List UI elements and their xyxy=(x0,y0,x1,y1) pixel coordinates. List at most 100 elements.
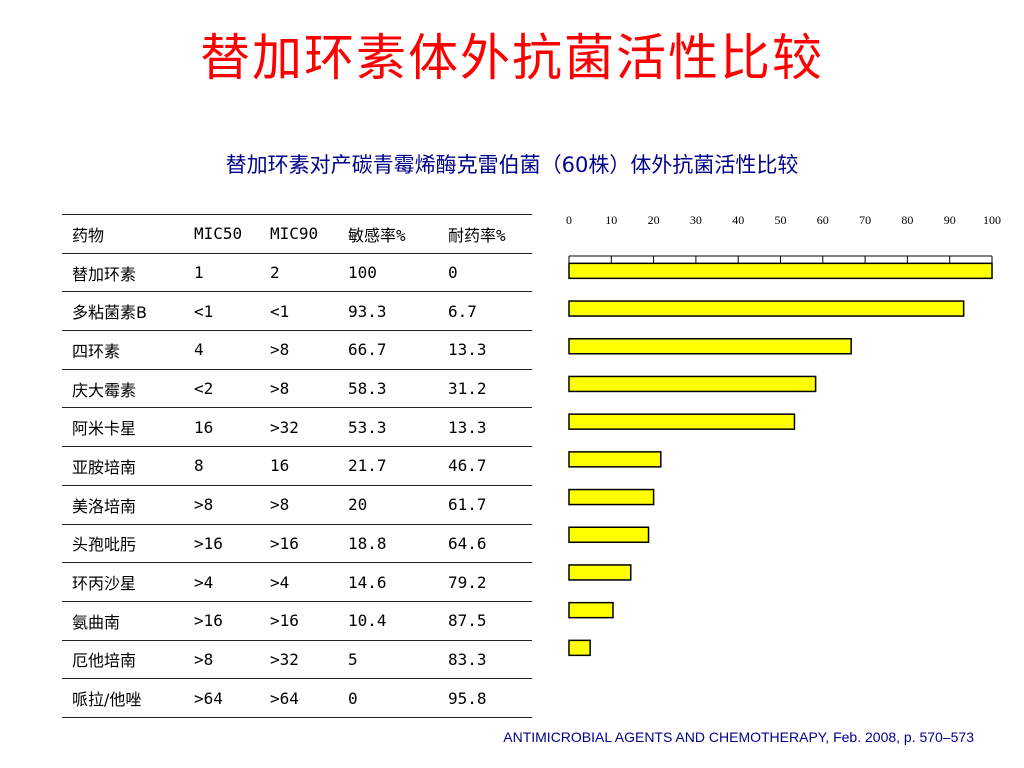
cell-resistant-rate: 31.2 xyxy=(438,369,532,409)
cell-drug: 四环素 xyxy=(62,330,184,370)
cell-mic90: >32 xyxy=(260,407,338,448)
bar-0 xyxy=(568,262,993,280)
cell-susceptible-rate: 58.3 xyxy=(338,369,438,409)
cell-mic50: 8 xyxy=(184,446,260,486)
cell-resistant-rate: 95.8 xyxy=(438,678,532,718)
cell-susceptible-rate: 5 xyxy=(338,640,438,680)
bar-4 xyxy=(568,413,796,430)
cell-mic50: <2 xyxy=(184,369,260,409)
header-mic90: MIC90 xyxy=(260,214,338,254)
cell-resistant-rate: 79.2 xyxy=(438,562,532,602)
bar-2 xyxy=(568,338,852,355)
table-row: 亚胺培南 8 16 21.7 46.7 xyxy=(62,446,532,486)
cell-mic90: 2 xyxy=(260,253,338,293)
bar-1 xyxy=(568,300,965,317)
x-tick-label: 30 xyxy=(690,213,702,227)
cell-mic90: 16 xyxy=(260,446,338,486)
cell-susceptible-rate: 100 xyxy=(338,253,438,293)
cell-resistant-rate: 0 xyxy=(438,253,532,293)
cell-drug: 哌拉/他唑 xyxy=(62,678,184,718)
cell-drug: 厄他培南 xyxy=(62,640,184,680)
x-tick-label: 10 xyxy=(605,213,617,227)
x-tick-label: 60 xyxy=(817,213,829,227)
cell-susceptible-rate: 18.8 xyxy=(338,524,438,564)
cell-mic50: >8 xyxy=(184,485,260,525)
table-row: 哌拉/他唑 >64 >64 0 95.8 xyxy=(62,678,532,718)
x-tick-label: 100 xyxy=(983,213,1001,227)
table-row: 厄他培南 >8 >32 5 83.3 xyxy=(62,640,532,680)
header-resistant-rate: 耐药率% xyxy=(438,214,532,254)
cell-susceptible-rate: 0 xyxy=(338,678,438,718)
cell-susceptible-rate: 10.4 xyxy=(338,601,438,641)
x-tick-label: 20 xyxy=(648,213,660,227)
cell-mic90: >16 xyxy=(260,524,338,564)
cell-resistant-rate: 46.7 xyxy=(438,446,532,486)
table-row: 庆大霉素 <2 >8 58.3 31.2 xyxy=(62,369,532,409)
cell-mic90: >32 xyxy=(260,640,338,680)
x-tick-label: 70 xyxy=(859,213,871,227)
cell-drug: 替加环素 xyxy=(62,253,184,293)
cell-resistant-rate: 13.3 xyxy=(438,407,532,448)
cell-mic90: >8 xyxy=(260,369,338,409)
cell-susceptible-rate: 21.7 xyxy=(338,446,438,486)
bar-3 xyxy=(568,375,817,393)
header-susceptible-rate: 敏感率% xyxy=(338,214,438,254)
x-tick-label: 90 xyxy=(944,213,956,227)
cell-drug: 头孢吡肟 xyxy=(62,524,184,564)
bar-9 xyxy=(568,601,614,619)
table-subtitle: 替加环素对产碳青霉烯酶克雷伯菌（60株）体外抗菌活性比较 xyxy=(225,153,799,177)
cell-resistant-rate: 83.3 xyxy=(438,640,532,680)
bar-8 xyxy=(568,564,632,581)
cell-mic50: >64 xyxy=(184,678,260,718)
table-row: 头孢吡肟 >16 >16 18.8 64.6 xyxy=(62,524,532,564)
cell-mic90: >8 xyxy=(260,485,338,525)
cell-drug: 阿米卡星 xyxy=(62,407,184,448)
cell-mic50: 16 xyxy=(184,407,260,448)
cell-susceptible-rate: 20 xyxy=(338,485,438,525)
cell-mic90: <1 xyxy=(260,291,338,332)
table-row: 多粘菌素B <1 <1 93.3 6.7 xyxy=(62,291,532,332)
cell-mic50: >16 xyxy=(184,601,260,641)
cell-susceptible-rate: 53.3 xyxy=(338,407,438,448)
cell-resistant-rate: 6.7 xyxy=(438,291,532,332)
cell-mic90: >4 xyxy=(260,562,338,602)
bar-6 xyxy=(568,488,655,506)
susceptibility-table: 药物 MIC50 MIC90 敏感率% 耐药率% 替加环素 1 2 100 0 多粘菌素B… xyxy=(62,214,532,718)
bar-5 xyxy=(568,451,662,468)
x-tick-label: 50 xyxy=(775,213,787,227)
cell-drug: 环丙沙星 xyxy=(62,562,184,602)
cell-susceptible-rate: 93.3 xyxy=(338,291,438,332)
cell-mic50: 4 xyxy=(184,330,260,370)
cell-resistant-rate: 64.6 xyxy=(438,524,532,564)
cell-resistant-rate: 87.5 xyxy=(438,601,532,641)
header-mic50: MIC50 xyxy=(184,214,260,254)
x-tick-label: 0 xyxy=(566,213,572,227)
table-row: 氨曲南 >16 >16 10.4 87.5 xyxy=(62,601,532,641)
cell-mic90: >8 xyxy=(260,330,338,370)
cell-susceptible-rate: 14.6 xyxy=(338,562,438,602)
page-title: 替加环素体外抗菌活性比较 xyxy=(200,29,824,87)
cell-mic50: >16 xyxy=(184,524,260,564)
header-drug: 药物 xyxy=(62,214,184,254)
x-tick-label: 80 xyxy=(901,213,913,227)
cell-drug: 美洛培南 xyxy=(62,485,184,525)
bar-7 xyxy=(568,526,650,543)
cell-mic50: >8 xyxy=(184,640,260,680)
table-row: 美洛培南 >8 >8 20 61.7 xyxy=(62,485,532,525)
citation: ANTIMICROBIAL AGENTS AND CHEMOTHERAPY, F… xyxy=(503,729,974,745)
cell-mic50: 1 xyxy=(184,253,260,293)
cell-mic50: <1 xyxy=(184,291,260,332)
cell-mic90: >64 xyxy=(260,678,338,718)
cell-drug: 氨曲南 xyxy=(62,601,184,641)
table-header-row: 药物 MIC50 MIC90 敏感率% 耐药率% xyxy=(62,214,532,254)
cell-mic50: >4 xyxy=(184,562,260,602)
table-row: 环丙沙星 >4 >4 14.6 79.2 xyxy=(62,562,532,602)
table-row: 四环素 4 >8 66.7 13.3 xyxy=(62,330,532,370)
cell-drug: 多粘菌素B xyxy=(62,291,184,332)
cell-resistant-rate: 61.7 xyxy=(438,485,532,525)
cell-drug: 亚胺培南 xyxy=(62,446,184,486)
cell-drug: 庆大霉素 xyxy=(62,369,184,409)
cell-mic90: >16 xyxy=(260,601,338,641)
bar-10 xyxy=(568,639,591,657)
